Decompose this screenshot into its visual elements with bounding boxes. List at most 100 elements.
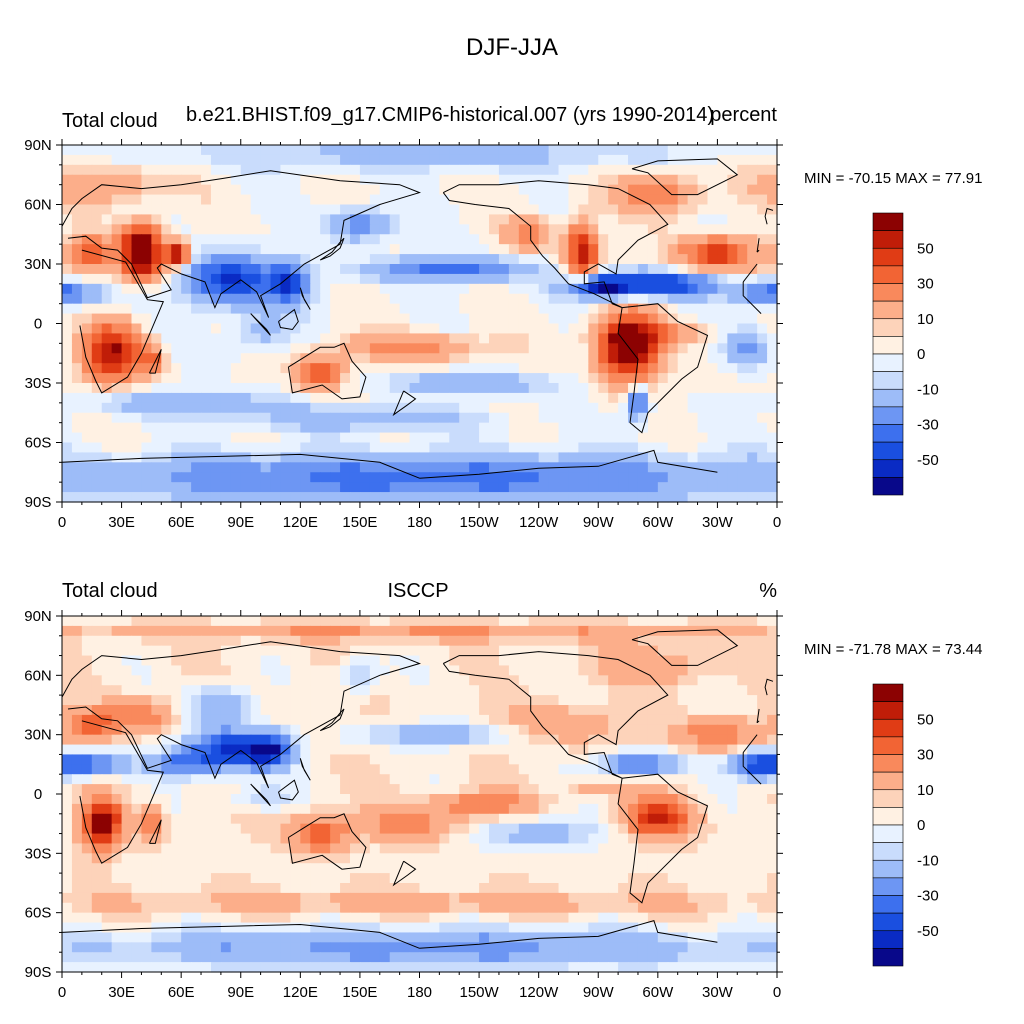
field-cell [201,264,212,275]
field-cell [181,714,192,726]
field-cell [300,313,311,325]
field-cell [439,383,450,394]
field-cell [717,432,728,444]
field-cell [290,244,301,255]
field-cell [498,645,510,657]
field-cell [767,214,778,225]
field-cell [588,184,599,196]
field-cell [270,164,282,176]
field-cell [260,392,272,404]
field-cell [191,145,202,156]
field-cell [131,145,143,156]
field-cell [459,273,470,285]
field-cell [121,645,133,657]
field-cell [419,164,431,176]
field-cell [240,442,252,454]
field-cell [230,645,242,657]
field-cell [181,833,192,845]
field-cell [747,442,758,454]
field-cell [320,784,331,795]
field-cell [647,784,659,795]
field-cell [489,883,500,894]
stats-label: MIN = -70.15 MAX = 77.91 [804,170,982,187]
field-cell [757,645,768,657]
field-cell [81,224,93,235]
field-cell [647,774,659,785]
field-cell [111,833,123,845]
field-cell [330,764,341,775]
field-cell [201,383,212,394]
field-cell [667,645,679,657]
field-cell [280,655,291,667]
field-cell [171,616,182,627]
field-cell [588,754,599,765]
field-cell [399,264,411,275]
field-cell [270,313,282,325]
field-cell [300,343,311,354]
field-cell [151,373,162,384]
field-cell [479,373,490,384]
field-cell [727,724,738,736]
field-cell [121,145,133,156]
field-cell [379,655,391,667]
field-cell [697,813,709,825]
field-cell [489,482,500,493]
field-cell [181,794,192,805]
field-cell [578,892,589,904]
field-cell [508,283,520,295]
field-cell [230,194,242,206]
field-cell [409,625,421,637]
field-cell [608,823,619,835]
field-cell [677,254,689,265]
field-cell [62,283,73,295]
field-cell [210,492,222,503]
field-cell [240,774,252,785]
field-cell [399,154,411,166]
field-cell [459,293,470,305]
field-cell [399,902,411,914]
field-cell [439,145,450,156]
field-cell [171,902,182,914]
field-cell [62,452,73,463]
field-cell [91,863,103,874]
field-cell [131,333,143,344]
field-cell [290,402,301,414]
field-cell [568,784,579,795]
field-cell [91,353,103,364]
field-cell [757,432,768,444]
field-cell [409,363,421,374]
field-cell [697,714,709,726]
field-cell [747,373,758,384]
field-cell [320,452,331,463]
field-cell [111,204,123,216]
field-cell [141,402,152,414]
field-cell [479,883,490,894]
field-cell [91,412,103,424]
field-cell [201,194,212,206]
field-cell [528,353,540,364]
field-cell [320,625,331,637]
field-cell [598,174,609,186]
field-cell [687,724,699,736]
field-cell [320,323,331,335]
field-cell [240,333,252,344]
field-cell [508,616,520,627]
field-cell [290,214,301,225]
field-cell [290,675,301,686]
field-cell [220,685,232,696]
field-cell [240,383,252,394]
field-cell [399,803,411,815]
field-cell [618,665,629,676]
field-cell [489,635,500,647]
field-cell [479,194,490,206]
field-cell [141,675,152,686]
field-cell [210,462,222,473]
field-cell [121,873,133,884]
field-cell [568,373,579,384]
field-cell [479,442,490,454]
field-cell [717,724,728,736]
field-cell [250,333,262,344]
field-cell [479,313,490,325]
field-cell [121,892,133,904]
field-cell [608,754,619,765]
